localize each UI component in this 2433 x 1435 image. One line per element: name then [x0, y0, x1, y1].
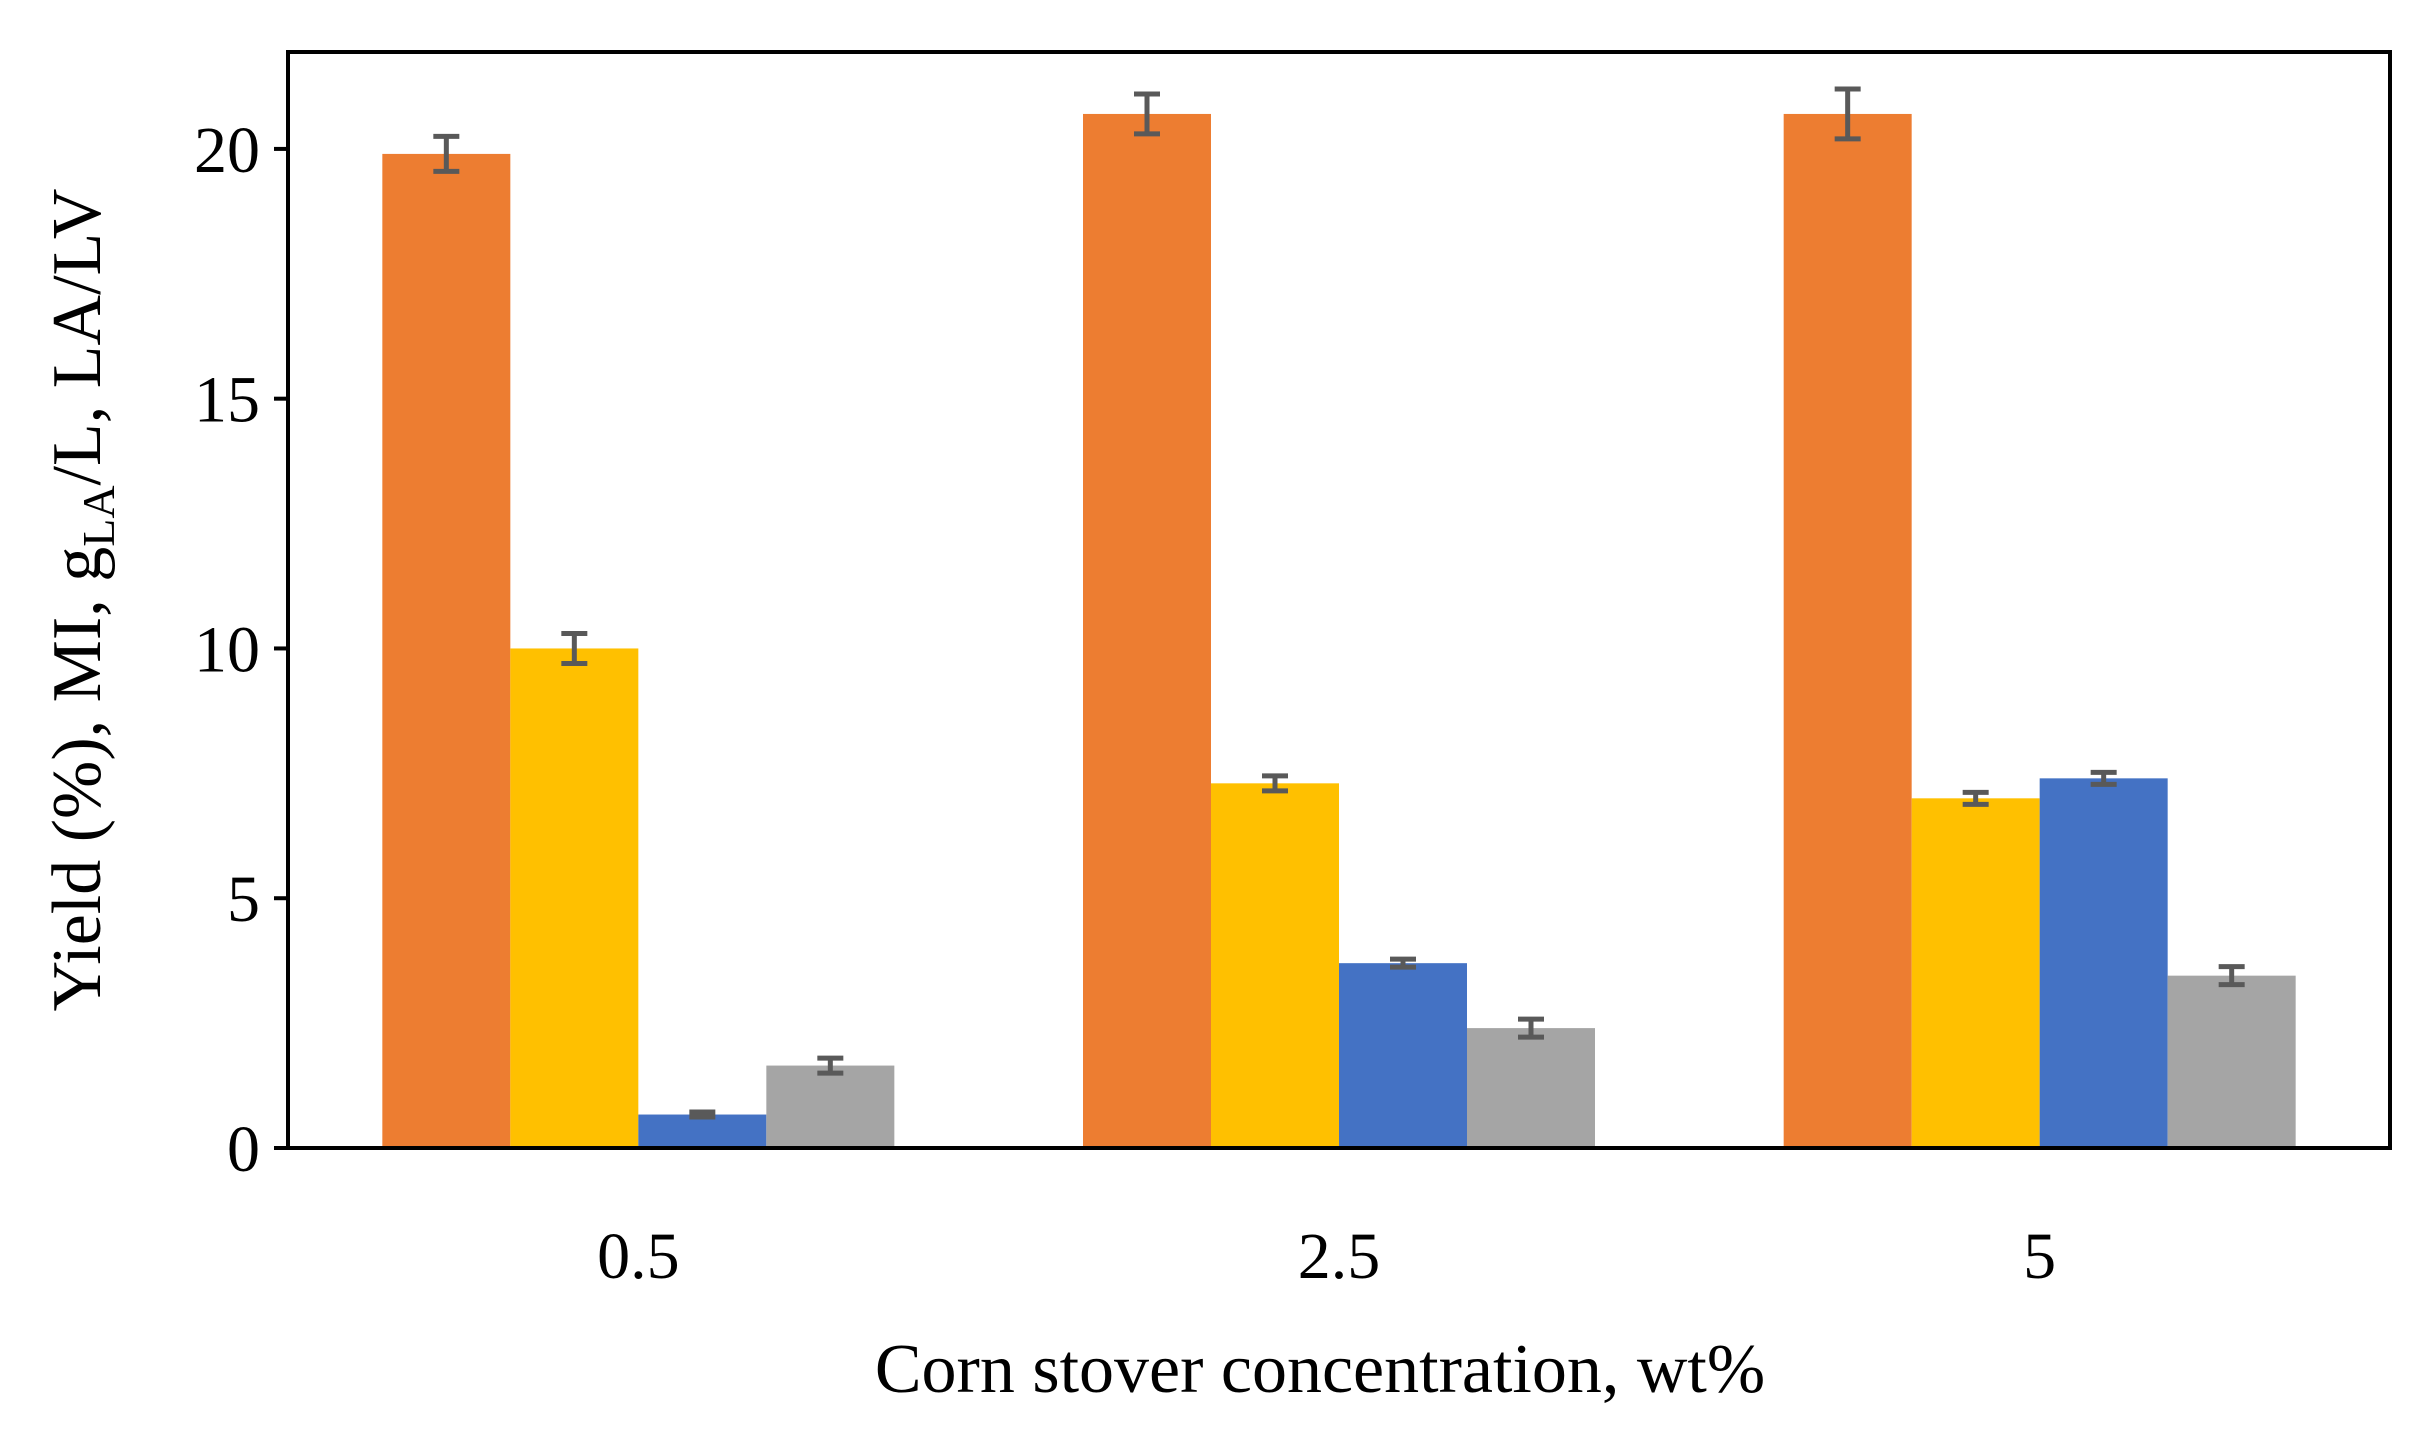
bar-2-2.5 [1211, 783, 1339, 1148]
bar-1-2.5 [1083, 113, 1211, 1148]
bar-4-2.5 [1467, 1028, 1595, 1148]
bar-3-0.5 [638, 1114, 767, 1148]
error-bar-2-5 [1962, 789, 1989, 807]
error-bar-1-2.5 [1134, 91, 1160, 137]
plot-area-frame [286, 50, 2392, 1150]
error-bar-2-0.5 [561, 630, 588, 666]
y-tick-label: 15 [194, 364, 260, 437]
error-bars-layer [433, 86, 2245, 1120]
error-bar-3-0.5 [689, 1109, 716, 1120]
x-axis-title: Corn stover concentration, wt% [875, 1331, 1765, 1408]
error-bar-4-2.5 [1518, 1016, 1544, 1040]
y-axis-title: Yield (%), MI, gLA/L, LA/LV [39, 189, 124, 1012]
y-axis-title-part1: Yield (%), MI, g [39, 547, 116, 1012]
bar-1-5 [1783, 113, 1912, 1148]
error-bar-3-2.5 [1390, 956, 1416, 970]
y-axis-title-part2: /L, LA/LV [39, 189, 116, 486]
error-bar-2-2.5 [1262, 773, 1288, 794]
x-axis-ticks: 0.5 2.5 5 [597, 1220, 2056, 1293]
error-bar-4-0.5 [817, 1055, 844, 1076]
error-bar-1-0.5 [433, 133, 460, 174]
bar-3-5 [2039, 778, 2168, 1148]
y-tick-label: 5 [227, 863, 260, 936]
bar-4-0.5 [766, 1065, 895, 1148]
y-axis-title-subscript: LA [73, 485, 124, 546]
axes-layer [286, 50, 2392, 1150]
y-axis-ticks: 0 5 10 15 20 [194, 114, 288, 1186]
bar-4-5 [2167, 975, 2296, 1148]
error-bar-4-5 [2218, 964, 2245, 988]
x-tick-label: 2.5 [1298, 1220, 1381, 1293]
bar-2-5 [1911, 798, 2040, 1148]
bars-layer [382, 113, 2296, 1149]
y-tick-label: 20 [194, 114, 260, 187]
y-tick-label: 10 [194, 613, 260, 686]
x-tick-label: 0.5 [597, 1220, 680, 1293]
bar-2-0.5 [510, 648, 639, 1148]
bar-1-0.5 [382, 153, 511, 1149]
bar-3-2.5 [1339, 963, 1467, 1148]
x-tick-label: 5 [2023, 1220, 2056, 1293]
error-bar-1-5 [1834, 86, 1861, 142]
error-bar-3-5 [2090, 769, 2117, 787]
y-tick-label: 0 [227, 1113, 260, 1186]
